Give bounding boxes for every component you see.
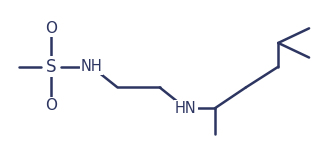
Text: S: S xyxy=(46,58,56,76)
Text: O: O xyxy=(45,21,57,36)
Text: O: O xyxy=(45,98,57,113)
Text: HN: HN xyxy=(175,101,197,116)
Text: NH: NH xyxy=(81,59,102,74)
